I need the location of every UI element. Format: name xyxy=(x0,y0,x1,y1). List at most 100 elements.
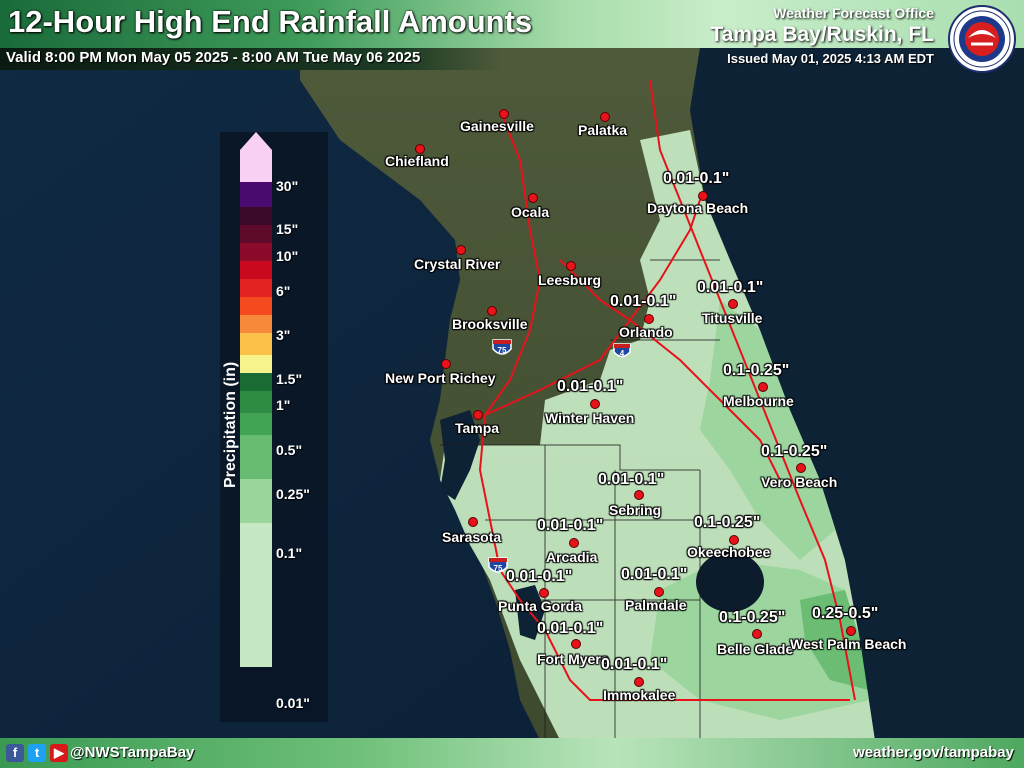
city-name: Chiefland xyxy=(385,153,449,169)
legend-band xyxy=(240,315,272,333)
city-name: Brooksville xyxy=(452,316,528,332)
city-name: Gainesville xyxy=(460,118,534,134)
legend-band xyxy=(240,391,272,413)
nws-logo xyxy=(948,5,1016,73)
city-name: Sarasota xyxy=(442,529,502,545)
city-marker xyxy=(758,382,768,392)
legend-band xyxy=(240,182,272,207)
rain-0.25-0.5 xyxy=(800,590,868,690)
twitter-icon[interactable]: t xyxy=(28,744,46,762)
rainfall-amount: 0.01-0.1" xyxy=(663,170,730,187)
city-marker xyxy=(698,191,708,201)
city-name: Arcadia xyxy=(546,549,598,565)
wfo-label: Weather Forecast Office xyxy=(773,5,934,21)
city-name: Titusville xyxy=(702,310,763,326)
legend-band xyxy=(240,479,272,523)
city-marker xyxy=(539,588,549,598)
city-name: Orlando xyxy=(619,324,673,340)
city-name: Ocala xyxy=(511,204,550,220)
legend-label: 10" xyxy=(276,248,299,264)
facebook-icon[interactable]: f xyxy=(6,744,24,762)
i4-shield-label: 4 xyxy=(620,349,625,358)
rain-0.1-0.25 xyxy=(700,300,835,560)
legend-panel xyxy=(220,132,328,722)
city-name: Fort Myers xyxy=(537,651,609,667)
rainfall-amount: 0.01-0.1" xyxy=(506,568,573,585)
rainfall-amount: 0.01-0.1" xyxy=(537,620,604,637)
i75-shield-icon: 75 xyxy=(492,339,512,355)
footer-bar xyxy=(0,738,1024,768)
city-name: Sebring xyxy=(609,502,662,518)
legend-band xyxy=(240,225,272,243)
city-name: Palmdale xyxy=(625,597,687,613)
legend-band xyxy=(240,150,272,182)
city-marker xyxy=(441,359,451,369)
city-marker xyxy=(569,538,579,548)
legend-band xyxy=(240,373,272,391)
legend-band xyxy=(240,523,272,667)
lake-okeechobee xyxy=(696,552,764,612)
rainfall-amount: 0.1-0.25" xyxy=(723,362,790,379)
valid-period: Valid 8:00 PM Mon May 05 2025 - 8:00 AM … xyxy=(6,49,421,66)
city-marker xyxy=(634,490,644,500)
city-name: Winter Haven xyxy=(545,410,635,426)
city-name: Vero Beach xyxy=(761,474,838,490)
legend-label: 1" xyxy=(276,397,291,413)
city-marker xyxy=(590,399,600,409)
atlantic-water xyxy=(690,48,1024,740)
rainfall-amount: 0.01-0.1" xyxy=(610,293,677,310)
social-handle[interactable]: @NWSTampaBay xyxy=(70,744,195,761)
legend-label: 0.5" xyxy=(276,442,303,458)
city-marker xyxy=(752,629,762,639)
header-bar xyxy=(0,0,1024,48)
rainfall-amount: 0.1-0.25" xyxy=(719,609,786,626)
city-name: Okeechobee xyxy=(687,544,771,560)
rainfall-amount: 0.25-0.5" xyxy=(812,605,879,622)
legend-band xyxy=(240,435,272,479)
city-marker xyxy=(499,109,509,119)
city-marker xyxy=(796,463,806,473)
legend-label: 6" xyxy=(276,283,291,299)
legend-label: 0.25" xyxy=(276,486,310,502)
city-name: Palatka xyxy=(578,122,628,138)
tampa-bay xyxy=(440,410,480,500)
i4-shield-icon: 4 xyxy=(613,343,631,358)
page-title: 12-Hour High End Rainfall Amounts xyxy=(8,4,533,39)
city-marker xyxy=(473,410,483,420)
legend-band xyxy=(240,333,272,355)
city-name: Tampa xyxy=(455,420,500,436)
rainfall-amount: 0.1-0.25" xyxy=(761,443,828,460)
valid-bar xyxy=(0,48,500,70)
legend-label: 0.01" xyxy=(276,695,310,711)
city-name: Melbourne xyxy=(723,393,794,409)
city-name: New Port Richey xyxy=(385,370,496,386)
legend-label: 3" xyxy=(276,327,291,343)
city-name: Belle Glade xyxy=(717,641,794,657)
legend-band xyxy=(240,207,272,225)
city-marker xyxy=(600,112,610,122)
city-marker xyxy=(415,144,425,154)
legend-band xyxy=(240,261,272,279)
i75-shield-south-icon: 75 xyxy=(488,557,508,573)
city-marker xyxy=(571,639,581,649)
legend-band xyxy=(240,413,272,435)
city-marker xyxy=(528,193,538,203)
city-name: Leesburg xyxy=(538,272,602,288)
rainfall-amount: 0.01-0.1" xyxy=(537,517,604,534)
legend-label: 15" xyxy=(276,221,299,237)
city-name: Punta Gorda xyxy=(498,598,583,614)
rainfall-amount: 0.01-0.1" xyxy=(697,279,764,296)
youtube-icon[interactable]: ▶ xyxy=(50,744,68,762)
legend-cap xyxy=(240,132,272,150)
rainfall-amount: 0.01-0.1" xyxy=(598,471,665,488)
website-link[interactable]: weather.gov/tampabay xyxy=(853,744,1014,761)
legend-band xyxy=(240,355,272,373)
city-name: West Palm Beach xyxy=(790,636,907,652)
legend-band xyxy=(240,279,272,297)
highways xyxy=(478,79,856,701)
rainfall-amount: 0.01-0.1" xyxy=(601,656,668,673)
city-marker xyxy=(644,314,654,324)
city-name: Immokalee xyxy=(603,687,676,703)
city-marker xyxy=(846,626,856,636)
